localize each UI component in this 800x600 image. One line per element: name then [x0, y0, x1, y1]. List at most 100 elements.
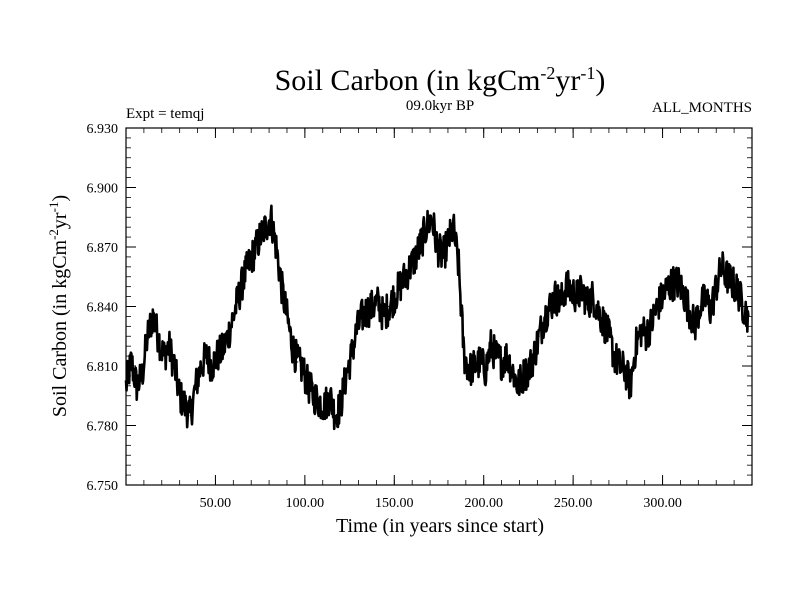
- series-point: [307, 385, 310, 387]
- series-point: [656, 305, 658, 308]
- series-point: [377, 301, 379, 304]
- series-point: [720, 266, 723, 268]
- series-point: [189, 414, 191, 417]
- experiment-label: Expt = temqj: [126, 106, 204, 122]
- soil-carbon-series-line: [124, 204, 750, 431]
- x-tick-label: 300.00: [643, 496, 682, 511]
- series-point: [366, 309, 369, 312]
- series-point: [517, 385, 519, 387]
- y-tick-label: 6.900: [87, 182, 119, 197]
- series-point: [248, 262, 251, 264]
- series-point: [565, 286, 567, 288]
- series-point: [302, 369, 304, 371]
- series-point: [350, 355, 352, 357]
- series-point: [731, 282, 733, 284]
- series-point: [704, 297, 707, 300]
- series-point: [651, 321, 653, 323]
- series-point: [468, 369, 471, 371]
- series-point: [173, 365, 175, 367]
- series-point: [538, 335, 540, 337]
- series-point: [570, 290, 572, 292]
- series-point: [678, 282, 680, 284]
- series-point: [554, 295, 556, 298]
- series-point: [458, 266, 460, 268]
- y-tick-label: 6.840: [87, 301, 119, 316]
- series-point: [543, 315, 546, 318]
- series-point: [254, 250, 256, 252]
- series-point: [243, 276, 245, 278]
- series-point: [436, 246, 438, 248]
- series-point: [474, 365, 476, 367]
- series-point: [608, 335, 610, 337]
- series-point: [645, 333, 648, 335]
- series-point: [275, 246, 277, 248]
- series-point: [238, 295, 240, 298]
- series-point: [291, 345, 293, 347]
- x-tick-label: 250.00: [554, 496, 593, 511]
- series-point: [463, 355, 465, 357]
- series-point: [640, 329, 642, 331]
- series-point: [297, 361, 299, 363]
- series-point: [323, 405, 326, 407]
- series-point: [345, 375, 347, 377]
- series-point: [184, 405, 186, 407]
- series-point: [313, 395, 315, 397]
- series-point: [688, 309, 691, 312]
- series-point: [356, 329, 358, 331]
- series-layer: [124, 204, 750, 431]
- series-point: [581, 290, 583, 292]
- series-point: [522, 375, 524, 377]
- series-point: [415, 256, 417, 258]
- series-point: [479, 361, 481, 363]
- plot-area: 6.750 6.780 6.810 6.840 6.870 6.900 6.930 50.00…: [87, 122, 753, 511]
- series-point: [130, 361, 132, 363]
- y-tick-label: 6.930: [87, 122, 119, 137]
- series-point: [146, 335, 149, 337]
- series-point: [382, 315, 385, 318]
- y-tick-label: 6.750: [87, 479, 119, 494]
- series-point: [484, 369, 487, 371]
- series-point: [205, 355, 208, 357]
- series-point: [576, 295, 578, 298]
- series-point: [683, 294, 685, 296]
- series-point: [393, 295, 395, 298]
- series-point: [136, 385, 138, 387]
- series-point: [340, 405, 342, 407]
- series-point: [431, 216, 433, 218]
- series-point: [715, 286, 717, 288]
- series-point: [602, 321, 605, 323]
- series-point: [737, 290, 739, 292]
- x-axis-title: Time (in years since start): [336, 515, 544, 537]
- series-point: [699, 305, 701, 308]
- ticks-layer: 6.750 6.780 6.810 6.840 6.870 6.900 6.930 50.00…: [87, 122, 752, 511]
- series-point: [672, 282, 674, 284]
- series-point: [506, 355, 508, 357]
- series-point: [270, 216, 272, 218]
- series-point: [597, 309, 599, 312]
- series-point: [162, 355, 165, 357]
- series-point: [409, 266, 411, 268]
- series-point: [441, 256, 444, 258]
- series-point: [452, 226, 454, 228]
- series-point: [211, 365, 213, 367]
- series-point: [726, 276, 728, 278]
- period-label: 09.0kyr BP: [406, 98, 474, 114]
- series-point: [286, 315, 288, 318]
- series-point: [694, 325, 696, 327]
- series-point: [586, 301, 589, 304]
- series-point: [619, 365, 621, 367]
- series-point: [361, 315, 363, 318]
- x-tick-label: 150.00: [375, 496, 414, 511]
- series-point: [318, 401, 320, 403]
- series-point: [264, 226, 267, 228]
- series-point: [195, 385, 197, 387]
- series-point: [425, 226, 428, 228]
- series-point: [624, 369, 626, 371]
- y-tick-label: 6.780: [87, 420, 119, 435]
- series-point: [334, 414, 336, 417]
- series-point: [592, 295, 594, 298]
- series-point: [560, 301, 562, 304]
- series-point: [613, 355, 615, 357]
- series-point: [221, 349, 224, 351]
